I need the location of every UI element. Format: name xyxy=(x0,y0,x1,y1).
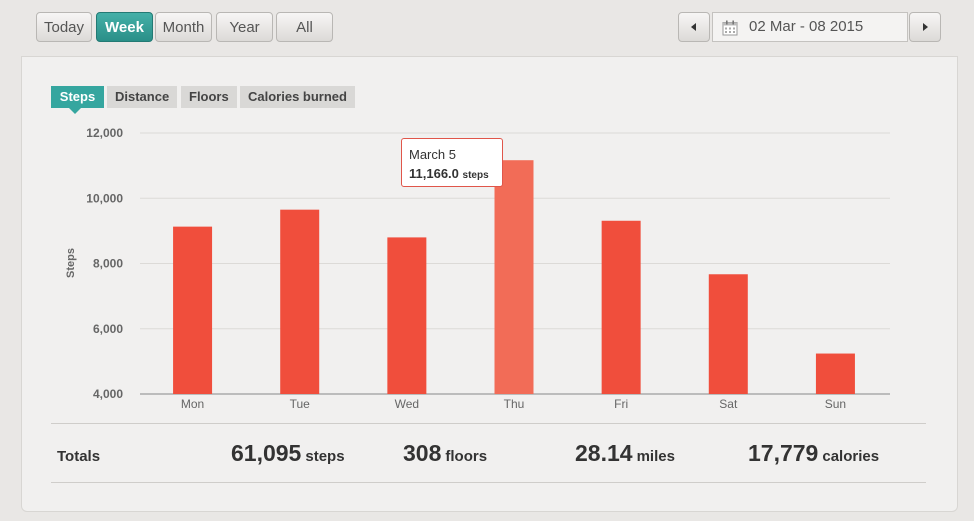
toolbar: Today Week Month Year All 02 Mar - 08 20… xyxy=(0,0,974,56)
week-button[interactable]: Week xyxy=(96,12,153,42)
tab-steps[interactable]: Steps xyxy=(51,86,104,108)
today-button[interactable]: Today xyxy=(36,12,92,42)
x-tick-label: Mon xyxy=(181,397,204,411)
y-tick-label: 10,000 xyxy=(86,191,123,205)
total-miles-unit: miles xyxy=(636,448,675,465)
total-floors-unit: floors xyxy=(445,448,488,465)
tab-floors[interactable]: Floors xyxy=(181,86,237,108)
active-tab-pointer xyxy=(69,108,81,114)
x-tick-label: Tue xyxy=(290,397,311,411)
y-axis-label: Steps xyxy=(65,248,77,278)
y-tick-label: 6,000 xyxy=(93,322,123,336)
total-miles-value: 28.14 xyxy=(575,440,633,466)
total-calories: 17,779 calories xyxy=(748,440,879,467)
tab-calories-burned[interactable]: Calories burned xyxy=(240,86,355,108)
tooltip-value-line: 11,166.0 steps xyxy=(409,166,502,181)
date-range-text: 02 Mar - 08 2015 xyxy=(749,18,864,35)
total-floors: 308 floors xyxy=(403,440,487,467)
tooltip-date: March 5 xyxy=(409,147,456,162)
total-floors-value: 308 xyxy=(403,440,442,466)
tab-distance[interactable]: Distance xyxy=(107,86,178,108)
total-calories-unit: calories xyxy=(822,448,880,465)
bar-fri xyxy=(601,220,641,394)
x-tick-label: Sat xyxy=(719,397,738,411)
year-button[interactable]: Year xyxy=(216,12,273,42)
tooltip-value: 11,166.0 xyxy=(409,166,459,181)
x-tick-label: Fri xyxy=(614,397,628,411)
totals-bottom-divider xyxy=(51,482,926,483)
bar-mon xyxy=(173,226,213,394)
total-steps-value: 61,095 xyxy=(231,440,302,466)
calendar-icon xyxy=(722,20,738,36)
bar-sun xyxy=(815,353,855,394)
totals-label: Totals xyxy=(57,448,101,465)
total-miles: 28.14 miles xyxy=(575,440,675,467)
bar-tue xyxy=(280,209,320,394)
totals-top-divider xyxy=(51,423,926,424)
date-range-field[interactable]: 02 Mar - 08 2015 xyxy=(712,12,908,42)
bar-sat xyxy=(708,274,748,394)
month-button[interactable]: Month xyxy=(155,12,212,42)
tooltip-unit: steps xyxy=(462,170,489,181)
x-tick-label: Thu xyxy=(504,397,525,411)
total-steps: 61,095 steps xyxy=(231,440,345,467)
x-tick-label: Sun xyxy=(825,397,846,411)
bar-tooltip: March 5 11,166.0 steps xyxy=(401,138,503,187)
steps-bar-chart: 4,000 6,000 8,000 10,000 12,000 Steps Mon Tue We… xyxy=(65,126,890,411)
caret-left-icon xyxy=(691,23,696,31)
caret-right-icon xyxy=(923,23,928,31)
bar-wed xyxy=(387,237,427,394)
y-tick-label: 8,000 xyxy=(93,257,123,271)
next-week-button[interactable] xyxy=(909,12,941,42)
all-button[interactable]: All xyxy=(276,12,333,42)
y-tick-label: 4,000 xyxy=(93,387,123,401)
bar-thu xyxy=(494,160,534,394)
previous-week-button[interactable] xyxy=(678,12,710,42)
total-steps-unit: steps xyxy=(305,448,345,465)
y-tick-label: 12,000 xyxy=(86,126,123,140)
x-tick-label: Wed xyxy=(395,397,419,411)
total-calories-value: 17,779 xyxy=(748,440,819,466)
